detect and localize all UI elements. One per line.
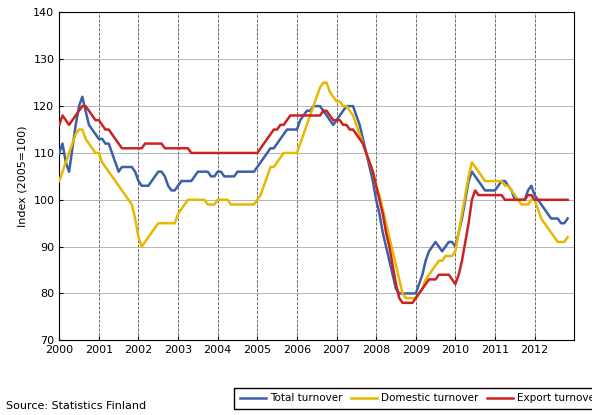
Domestic turnover [300, 132, 307, 137]
Export turnover [521, 197, 528, 202]
Export turnover [399, 300, 406, 305]
Total turnover [564, 216, 571, 221]
Text: Source: Statistics Finland: Source: Statistics Finland [6, 401, 146, 411]
Domestic turnover [488, 178, 496, 183]
Domestic turnover [403, 295, 410, 300]
Export turnover [488, 193, 496, 198]
Total turnover [554, 216, 561, 221]
Line: Total turnover: Total turnover [59, 97, 568, 293]
Total turnover [56, 151, 63, 156]
Domestic turnover [320, 80, 327, 85]
Y-axis label: Index (2005=100): Index (2005=100) [18, 126, 28, 227]
Total turnover [303, 108, 310, 113]
Domestic turnover [56, 178, 63, 183]
Total turnover [416, 282, 423, 287]
Total turnover [79, 94, 86, 99]
Export turnover [416, 291, 423, 296]
Domestic turnover [416, 291, 423, 296]
Line: Export turnover: Export turnover [59, 106, 568, 303]
Domestic turnover [564, 235, 571, 240]
Total turnover [514, 197, 522, 202]
Export turnover [303, 113, 310, 118]
Domestic turnover [514, 197, 522, 202]
Total turnover [488, 188, 496, 193]
Line: Domestic turnover: Domestic turnover [59, 83, 568, 298]
Export turnover [56, 122, 63, 127]
Export turnover [514, 197, 522, 202]
Total turnover [521, 197, 528, 202]
Legend: Total turnover, Domestic turnover, Export turnover: Total turnover, Domestic turnover, Expor… [234, 388, 592, 408]
Domestic turnover [521, 202, 528, 207]
Export turnover [554, 197, 561, 202]
Export turnover [79, 104, 86, 109]
Total turnover [395, 291, 403, 296]
Domestic turnover [554, 239, 561, 244]
Export turnover [564, 197, 571, 202]
